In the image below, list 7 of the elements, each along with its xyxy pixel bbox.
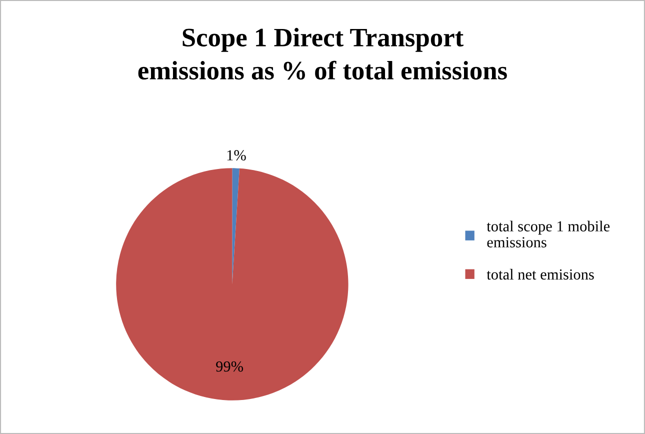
pie-slice <box>116 168 348 400</box>
legend-label: total net emisions <box>486 268 594 280</box>
data-label: 99% <box>216 361 244 372</box>
legend-label: total scope 1 mobile emissions <box>486 220 610 248</box>
chart-title: Scope 1 Direct Transport emissions as % of total emissions <box>138 28 507 80</box>
pie-slice <box>232 168 240 284</box>
data-label: 1% <box>227 150 246 160</box>
